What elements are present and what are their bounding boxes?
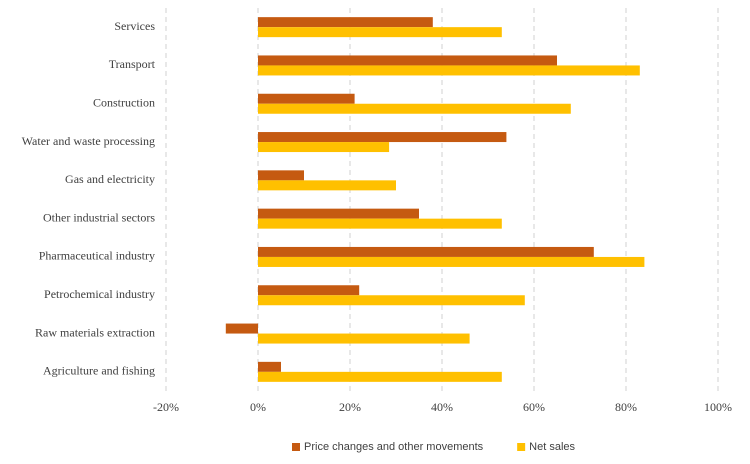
bar [258, 333, 470, 344]
bar [258, 103, 571, 114]
bar [225, 323, 258, 334]
bar [258, 17, 433, 28]
bar [258, 361, 281, 372]
legend-label: Price changes and other movements [304, 441, 484, 453]
bar [258, 27, 502, 38]
legend-swatch [292, 443, 300, 451]
legend-label: Net sales [529, 441, 575, 453]
bar [258, 256, 645, 267]
x-tick-label: 40% [431, 400, 453, 414]
y-tick-label: Petrochemical industry [44, 287, 155, 301]
x-tick-label: -20% [153, 400, 179, 414]
bar [258, 285, 360, 296]
y-tick-label: Other industrial sectors [43, 210, 155, 224]
bar [258, 55, 557, 66]
legend-swatch [517, 443, 526, 451]
x-tick-label: 0% [250, 400, 266, 414]
bar [258, 218, 502, 229]
x-tick-label: 60% [523, 400, 545, 414]
y-tick-label: Water and waste processing [22, 134, 155, 148]
y-tick-label: Services [114, 19, 155, 33]
bar [258, 132, 507, 143]
bar [258, 93, 355, 104]
x-tick-label: 80% [615, 400, 637, 414]
bar [258, 246, 594, 257]
y-tick-label: Pharmaceutical industry [39, 249, 155, 263]
bar [258, 170, 304, 181]
bar [258, 371, 502, 382]
bar [258, 142, 390, 153]
bar [258, 180, 396, 191]
y-tick-label: Construction [93, 96, 155, 110]
y-tick-label: Raw materials extraction [35, 325, 155, 339]
y-tick-label: Agriculture and fishing [43, 364, 155, 378]
bar [258, 65, 640, 76]
x-tick-label: 20% [339, 400, 361, 414]
y-tick-label: Transport [109, 57, 156, 71]
x-tick-label: 100% [704, 400, 732, 414]
bar [258, 295, 525, 306]
y-tick-label: Gas and electricity [65, 172, 155, 186]
bar [258, 208, 419, 219]
